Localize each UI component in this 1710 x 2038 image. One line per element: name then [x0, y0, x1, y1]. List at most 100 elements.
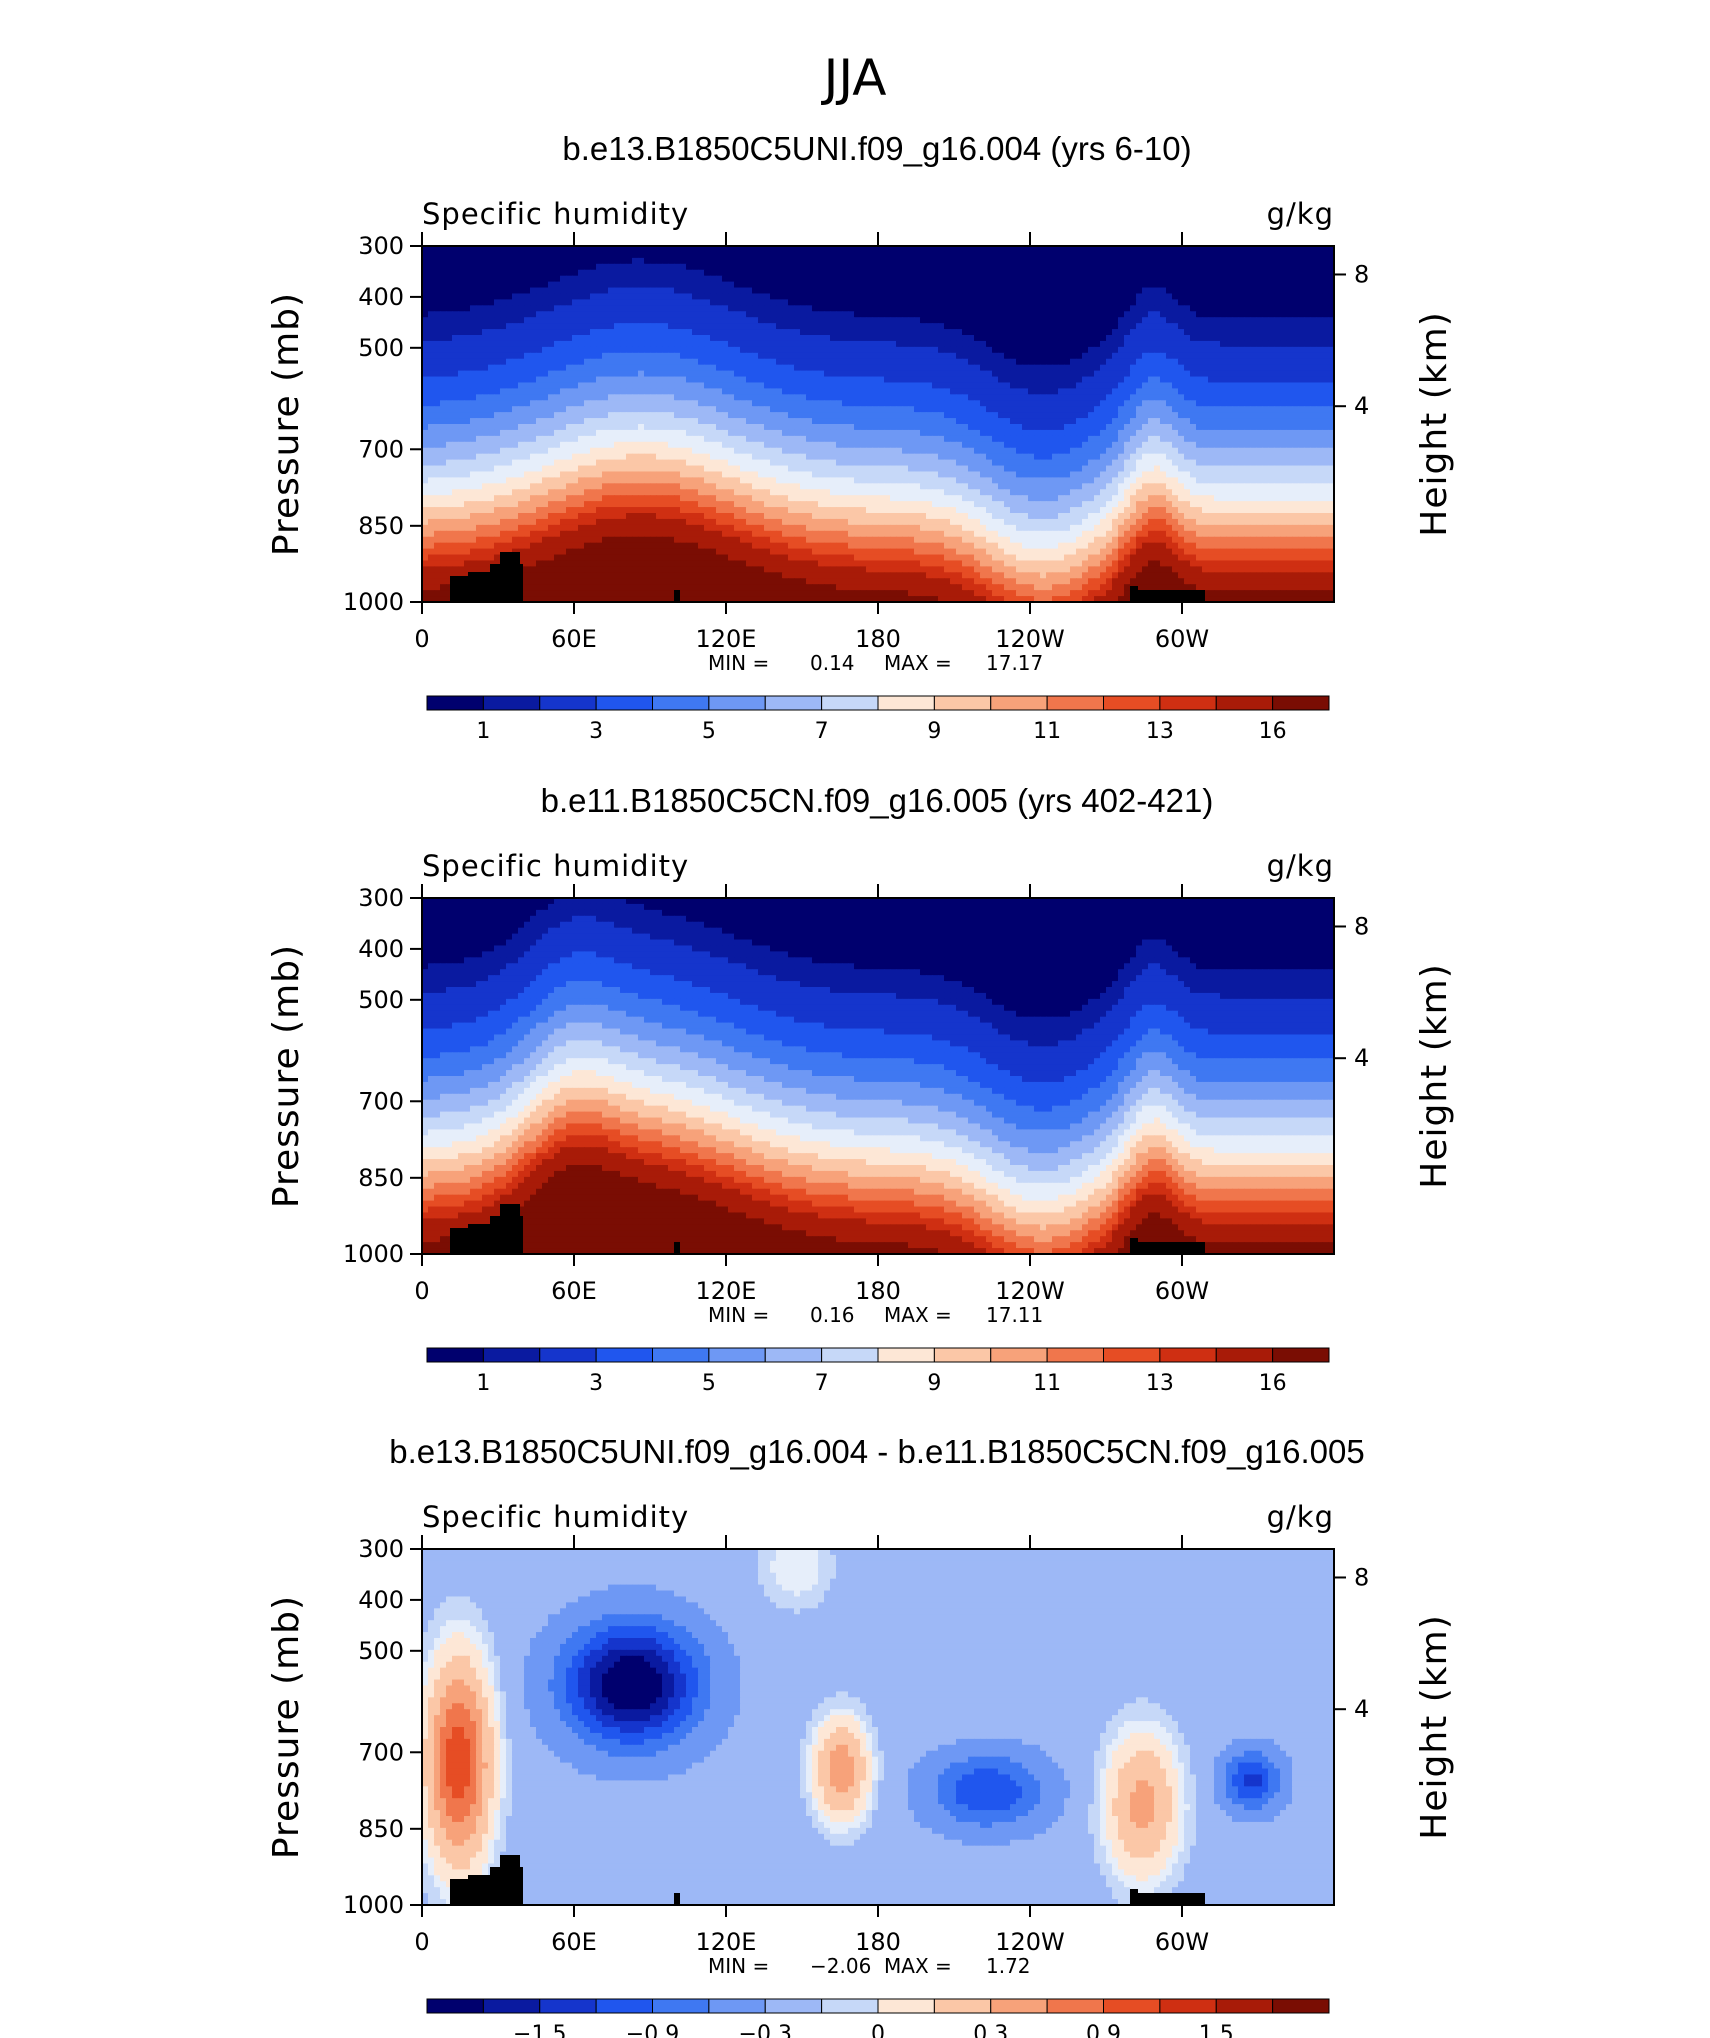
terrain	[450, 1204, 1205, 1254]
colorbar-box	[877, 1998, 935, 2014]
colorbar-box	[933, 1347, 992, 1363]
x-tick-label: 0	[414, 1277, 429, 1305]
colorbar-box	[595, 1998, 653, 2014]
x-tick-label: 60E	[551, 625, 597, 653]
colorbar-label: 11	[1033, 1371, 1061, 1396]
right-label: g/kg	[1267, 197, 1334, 231]
terrain-block	[450, 576, 468, 602]
colorbar-box	[595, 695, 653, 711]
colorbar-label: 9	[927, 719, 941, 744]
x-tick-label: 120W	[995, 1277, 1065, 1305]
colorbar-box	[821, 1347, 879, 1363]
terrain-block	[490, 564, 500, 602]
colorbar-label: 7	[815, 1371, 829, 1396]
y-tick-label: 1000	[343, 1891, 404, 1919]
min-label: MIN =	[708, 1303, 769, 1327]
x-tick-label: 0	[414, 625, 429, 653]
max-label: MAX =	[884, 1303, 952, 1327]
y-right-axis-title: Height (km)	[1414, 963, 1455, 1188]
left-label: Specific humidity	[422, 849, 689, 883]
colorbar-label: 7	[815, 719, 829, 744]
contour-field	[422, 1549, 1334, 1905]
y-tick-label: 500	[358, 334, 404, 362]
colorbar-label: 13	[1146, 1371, 1174, 1396]
colorbar-label: 16	[1259, 1371, 1287, 1396]
y-tick-label: 300	[358, 884, 404, 912]
y-axis-title: Pressure (mb)	[266, 1595, 307, 1859]
colorbar-box	[708, 1347, 766, 1363]
colorbar-box	[1215, 1347, 1274, 1363]
colorbar-box	[708, 695, 766, 711]
panel-3: b.e13.B1850C5UNI.f09_g16.004 - b.e11.B18…	[266, 1433, 1455, 2038]
terrain-block	[500, 552, 520, 602]
colorbar-box	[652, 1347, 710, 1363]
colorbar-box	[426, 695, 484, 711]
colorbar-box	[990, 695, 1048, 711]
colorbar-box	[1103, 1347, 1161, 1363]
colorbar: −1.5 −0.9 −0.3 0 0.3 0.9 1.5	[426, 1998, 1330, 2038]
max-value: 17.17	[986, 651, 1043, 675]
colorbar-box	[1272, 1347, 1330, 1363]
y-tick-label: 700	[358, 435, 404, 463]
x-tick-label: 60W	[1155, 625, 1209, 653]
colorbar-box	[764, 695, 823, 711]
terrain	[450, 1855, 1205, 1905]
y-right-axis-title: Height (km)	[1414, 1614, 1455, 1839]
colorbar-box	[1046, 1347, 1104, 1363]
colorbar-box	[1215, 1998, 1274, 2014]
terrain-block	[450, 1879, 468, 1905]
colorbar-box	[539, 1998, 597, 2014]
colorbar-label: 1.5	[1199, 2022, 1234, 2038]
colorbar-box	[1103, 695, 1161, 711]
terrain-block	[490, 1867, 500, 1905]
colorbar-label: 3	[589, 719, 603, 744]
colorbar-label: 0	[871, 2022, 885, 2038]
colorbar-box	[764, 1347, 823, 1363]
colorbar-box	[652, 1998, 710, 2014]
colorbar-box	[933, 695, 992, 711]
min-label: MIN =	[708, 651, 769, 675]
min-label: MIN =	[708, 1954, 769, 1978]
min-value: 0.16	[810, 1303, 855, 1327]
x-tick-label: 60E	[551, 1928, 597, 1956]
colorbar-box	[821, 1998, 879, 2014]
terrain-block	[468, 572, 490, 602]
right-label: g/kg	[1267, 1500, 1334, 1534]
colorbar-box	[482, 1347, 541, 1363]
x-tick-label: 0	[414, 1928, 429, 1956]
colorbar-box	[1103, 1998, 1161, 2014]
colorbar-box	[482, 1998, 541, 2014]
colorbar: 1 3 5 7 9 11 13 16	[426, 1347, 1330, 1396]
contour-field	[422, 246, 1334, 602]
colorbar-box	[1159, 695, 1217, 711]
colorbar-box	[1159, 1998, 1217, 2014]
x-tick-label: 180	[855, 1928, 901, 1956]
left-label: Specific humidity	[422, 1500, 689, 1534]
colorbar-box	[933, 1998, 992, 2014]
colorbar-label: 16	[1259, 719, 1287, 744]
x-tick-label: 120E	[696, 625, 757, 653]
colorbar: 1 3 5 7 9 11 13 16	[426, 695, 1330, 744]
terrain-block	[1138, 1893, 1205, 1905]
x-tick-label: 120E	[696, 1928, 757, 1956]
terrain-block	[500, 1204, 520, 1254]
terrain-block	[674, 1893, 680, 1905]
x-tick-label: 120W	[995, 1928, 1065, 1956]
max-value: 1.72	[986, 1954, 1031, 1978]
colorbar-label: 9	[927, 1371, 941, 1396]
terrain-block	[1130, 586, 1138, 602]
colorbar-box	[1272, 695, 1330, 711]
terrain-block	[490, 1216, 500, 1254]
colorbar-box	[1046, 1998, 1104, 2014]
contour-field	[422, 898, 1334, 1254]
x-tick-label: 60W	[1155, 1277, 1209, 1305]
colorbar-box	[426, 1998, 484, 2014]
panel-title: b.e13.B1850C5UNI.f09_g16.004 - b.e11.B18…	[389, 1433, 1364, 1470]
terrain-block	[500, 1855, 520, 1905]
colorbar-label: 0.9	[1086, 2022, 1121, 2038]
y-tick-label: 1000	[343, 588, 404, 616]
colorbar-box	[539, 695, 597, 711]
colorbar-label: −1.5	[513, 2022, 566, 2038]
colorbar-box	[764, 1998, 823, 2014]
